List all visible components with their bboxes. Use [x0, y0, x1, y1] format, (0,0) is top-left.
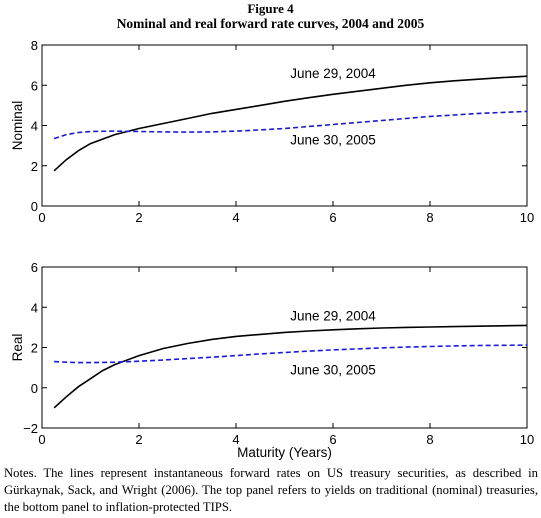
- y-tick-label: 2: [31, 159, 38, 174]
- y-tick-label: 6: [31, 260, 38, 275]
- figure-title: Nominal and real forward rate curves, 20…: [116, 16, 425, 31]
- series-2004-line: [53, 75, 528, 172]
- series-annotation: June 30, 2005: [290, 133, 376, 148]
- plot-frame: [41, 44, 528, 207]
- nominal-panel: 0 2 4 6 8 10 0 2 4 6 8 Nominal June 29, 2004 June 30,…: [10, 38, 534, 225]
- series-annotation: June 29, 2004: [290, 308, 376, 323]
- x-tick-label: 2: [135, 210, 142, 225]
- y-tick-label: 4: [31, 300, 38, 315]
- series-annotation: June 29, 2004: [290, 66, 376, 81]
- y-axis-label: Real: [10, 334, 25, 362]
- figure-notes: Notes. The lines represent instantaneous…: [4, 466, 538, 514]
- x-tick-label: 0: [38, 210, 45, 225]
- x-tick-label: 2: [135, 432, 142, 447]
- series-2005-line: [54, 344, 528, 364]
- y-tick-label: 0: [31, 199, 38, 214]
- x-tick-label: 10: [520, 432, 534, 447]
- x-tick-label: 4: [232, 432, 239, 447]
- x-tick-label: 8: [426, 210, 433, 225]
- forward-rate-chart: 0 2 4 6 8 10 0 2 4 6 8 Nominal June 29, 2004 June 30,…: [10, 38, 534, 460]
- series-2004-line: [53, 324, 528, 409]
- series-annotation: June 30, 2005: [290, 363, 376, 378]
- figure-label: Figure 4: [247, 1, 294, 16]
- x-tick-label: 10: [520, 210, 534, 225]
- series-2005-line: [53, 110, 528, 140]
- y-tick-label: 6: [31, 78, 38, 93]
- y-tick-label: −2: [23, 421, 38, 436]
- y-axis-label: Nominal: [10, 101, 25, 151]
- x-axis-label: Maturity (Years): [237, 445, 332, 460]
- plot-frame: [41, 266, 528, 429]
- x-tick-label: 4: [232, 210, 239, 225]
- y-tick-label: 8: [31, 38, 38, 53]
- x-tick-label: 0: [38, 432, 45, 447]
- x-tick-label: 6: [329, 432, 336, 447]
- x-tick-label: 8: [426, 432, 433, 447]
- figure-header: Figure 4 Nominal and real forward rate c…: [0, 1, 541, 32]
- y-tick-label: 2: [31, 341, 38, 356]
- x-tick-label: 6: [329, 210, 336, 225]
- y-tick-label: 0: [31, 381, 38, 396]
- y-tick-label: 4: [31, 119, 38, 134]
